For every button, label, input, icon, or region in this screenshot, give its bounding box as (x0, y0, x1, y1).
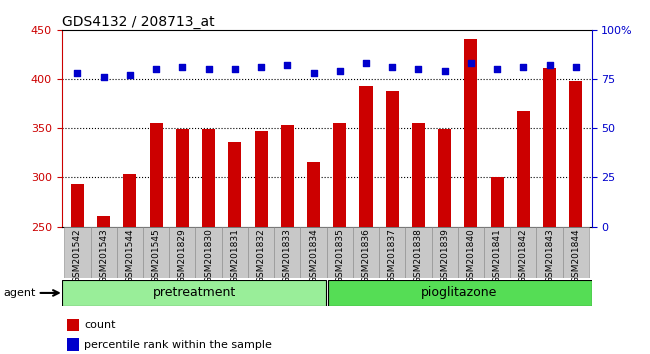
Bar (222, 227, 248, 278)
Text: GSM201839: GSM201839 (440, 228, 449, 283)
Text: GSM201830: GSM201830 (204, 228, 213, 283)
Text: GSM201843: GSM201843 (545, 228, 554, 283)
Text: GSM201544: GSM201544 (125, 228, 135, 283)
Text: GSM201841: GSM201841 (493, 228, 502, 283)
Bar (62, 280, 326, 306)
Point (544, 63, 554, 68)
Text: GSM201842: GSM201842 (519, 228, 528, 283)
Bar (255, 131, 268, 227)
Bar (438, 129, 451, 227)
Bar (484, 227, 510, 278)
Text: count: count (84, 320, 116, 330)
Text: GDS4132 / 208713_at: GDS4132 / 208713_at (62, 15, 214, 29)
Bar (300, 227, 326, 278)
Point (492, 67, 502, 72)
Bar (333, 124, 346, 227)
Bar (432, 227, 458, 278)
Bar (117, 227, 143, 278)
Text: pioglitazone: pioglitazone (421, 286, 497, 299)
Bar (569, 81, 582, 227)
Bar (385, 91, 398, 227)
Bar (67, 338, 79, 351)
Point (335, 69, 345, 74)
Bar (169, 227, 196, 278)
Point (439, 69, 450, 74)
Point (72, 70, 83, 76)
Bar (143, 227, 169, 278)
Bar (458, 227, 484, 278)
Text: agent: agent (3, 288, 36, 298)
Point (125, 73, 135, 78)
Bar (307, 162, 320, 227)
Text: GSM201545: GSM201545 (151, 228, 161, 283)
Point (308, 70, 318, 76)
Text: GSM201833: GSM201833 (283, 228, 292, 283)
Bar (90, 227, 117, 278)
Text: GSM201834: GSM201834 (309, 228, 318, 283)
Point (99, 74, 109, 80)
Bar (150, 124, 162, 227)
Bar (563, 227, 589, 278)
Bar (412, 124, 425, 227)
Bar (491, 177, 504, 227)
Bar (67, 319, 79, 331)
Point (465, 61, 476, 66)
Text: GSM201543: GSM201543 (99, 228, 108, 283)
Point (151, 67, 161, 72)
Bar (379, 227, 406, 278)
Bar (406, 227, 432, 278)
Point (518, 64, 528, 70)
Point (361, 61, 371, 66)
Text: GSM201840: GSM201840 (466, 228, 475, 283)
Point (256, 64, 266, 70)
Point (282, 63, 293, 68)
Text: GSM201542: GSM201542 (73, 228, 82, 283)
Bar (517, 111, 530, 227)
Bar (202, 129, 215, 227)
Point (387, 64, 397, 70)
Text: GSM201837: GSM201837 (387, 228, 396, 283)
Bar (71, 184, 84, 227)
Text: percentile rank within the sample: percentile rank within the sample (84, 339, 272, 350)
Text: GSM201831: GSM201831 (230, 228, 239, 283)
Bar (536, 227, 563, 278)
Text: GSM201844: GSM201844 (571, 228, 580, 283)
Bar (274, 227, 300, 278)
Text: GSM201829: GSM201829 (178, 228, 187, 283)
Bar (248, 227, 274, 278)
Bar (196, 227, 222, 278)
Bar (281, 125, 294, 227)
Text: pretreatment: pretreatment (153, 286, 236, 299)
Point (571, 64, 581, 70)
Bar (464, 39, 477, 227)
Bar (64, 227, 90, 278)
Text: GSM201832: GSM201832 (257, 228, 266, 283)
Bar (328, 280, 592, 306)
Text: GSM201838: GSM201838 (414, 228, 423, 283)
Bar (176, 129, 189, 227)
Text: GSM201835: GSM201835 (335, 228, 345, 283)
Text: GSM201836: GSM201836 (361, 228, 370, 283)
Point (177, 64, 188, 70)
Bar (353, 227, 379, 278)
Bar (228, 142, 241, 227)
Bar (97, 216, 110, 227)
Point (229, 67, 240, 72)
Bar (359, 86, 372, 227)
Bar (326, 227, 353, 278)
Bar (124, 175, 136, 227)
Bar (543, 68, 556, 227)
Point (203, 67, 214, 72)
Bar (510, 227, 536, 278)
Point (413, 67, 424, 72)
